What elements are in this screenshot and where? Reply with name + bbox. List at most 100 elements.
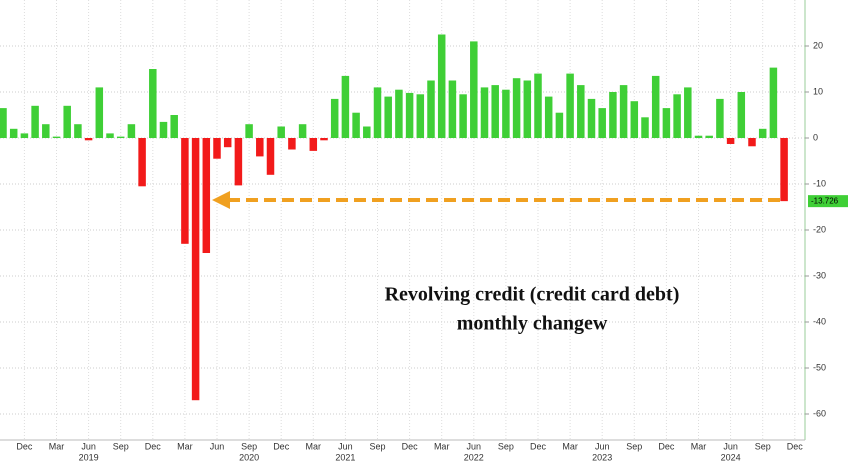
- bar: [427, 80, 435, 139]
- bar: [716, 98, 724, 139]
- year-label: 2024: [721, 452, 741, 462]
- bar: [705, 135, 713, 139]
- bar: [448, 80, 457, 139]
- bar: [31, 105, 39, 139]
- y-tick-label: 20: [813, 40, 823, 50]
- y-tick-label: 0: [813, 132, 818, 142]
- bar: [116, 136, 125, 139]
- bar: [587, 98, 596, 139]
- bar: [384, 96, 392, 139]
- bar: [106, 133, 114, 139]
- bar: [405, 92, 414, 139]
- bar: [341, 75, 350, 139]
- bar: [95, 87, 104, 139]
- bar: [159, 121, 168, 139]
- value-tag: [808, 195, 848, 208]
- bar: [234, 138, 243, 186]
- bar: [619, 85, 628, 139]
- x-tick-label: Sep: [113, 441, 129, 451]
- year-label: 2020: [239, 452, 259, 462]
- bar: [298, 124, 307, 139]
- bar: [577, 85, 585, 139]
- bar: [352, 112, 360, 139]
- bar: [437, 34, 446, 139]
- year-label: 2021: [335, 452, 355, 462]
- bar: [566, 73, 574, 139]
- bar: [9, 128, 18, 139]
- bar: [245, 124, 253, 139]
- bar: [684, 87, 692, 139]
- bar: [769, 67, 778, 139]
- bar: [266, 138, 275, 175]
- x-tick-label: Dec: [16, 441, 33, 451]
- bar: [662, 108, 671, 139]
- x-tick-label: Dec: [530, 441, 547, 451]
- bar: [202, 138, 211, 254]
- x-tick-label: Sep: [755, 441, 771, 451]
- y-tick-label: -20: [813, 224, 826, 234]
- bar: [609, 92, 617, 139]
- bar: [651, 75, 660, 139]
- x-tick-label: Sep: [369, 441, 385, 451]
- bar: [512, 78, 521, 139]
- x-tick-label: Jun: [338, 441, 353, 451]
- bar: [63, 105, 71, 139]
- bars: [0, 34, 788, 401]
- bar: [459, 94, 467, 139]
- x-tick-label: Sep: [241, 441, 257, 451]
- bar: [181, 138, 189, 244]
- x-tick-label: Mar: [306, 441, 322, 451]
- x-tick-label: Mar: [49, 441, 65, 451]
- y-tick-label: 10: [813, 86, 823, 96]
- bar: [191, 138, 200, 401]
- x-tick-label: Mar: [177, 441, 193, 451]
- x-tick-label: Jun: [467, 441, 482, 451]
- bar: [491, 85, 499, 139]
- x-tick-label: Jun: [723, 441, 738, 451]
- bar: [74, 124, 82, 139]
- x-tick-label: Dec: [145, 441, 162, 451]
- bar: [213, 138, 221, 159]
- y-tick-label: -40: [813, 316, 826, 326]
- x-tick-label: Jun: [210, 441, 225, 451]
- bar: [737, 92, 746, 139]
- x-tick-label: Mar: [434, 441, 450, 451]
- bar: [330, 98, 339, 139]
- bar: [598, 108, 606, 139]
- y-tick-label: -50: [813, 362, 826, 372]
- x-tick-label: Dec: [402, 441, 419, 451]
- bar: [544, 96, 553, 139]
- bar: [726, 138, 735, 144]
- bar: [480, 87, 489, 139]
- bar: [523, 80, 532, 139]
- bar: [138, 138, 146, 187]
- bar: [320, 138, 328, 141]
- y-tick-label: -30: [813, 270, 826, 280]
- bar: [748, 138, 756, 147]
- bar: [84, 138, 93, 141]
- bar: [416, 94, 425, 139]
- x-tick-label: Mar: [562, 441, 578, 451]
- bar: [758, 128, 767, 139]
- bar: [42, 124, 50, 139]
- bar: [127, 124, 136, 139]
- x-tick-label: Sep: [498, 441, 514, 451]
- bar: [256, 138, 264, 157]
- bar: [288, 138, 296, 150]
- bar: [673, 94, 681, 139]
- value-label: -13.726: [811, 196, 839, 205]
- bar: [395, 89, 403, 139]
- x-tick-label: Dec: [658, 441, 675, 451]
- x-tick-label: Dec: [273, 441, 290, 451]
- bar: [780, 138, 788, 202]
- bar: [641, 117, 649, 139]
- x-tick-label: Dec: [787, 441, 804, 451]
- bar: [363, 126, 371, 139]
- bar: [694, 135, 703, 139]
- bar: [170, 115, 178, 139]
- annotation: monthly changew: [457, 313, 608, 335]
- year-label: 2019: [79, 452, 99, 462]
- bar: [373, 87, 382, 139]
- bar: [555, 112, 564, 139]
